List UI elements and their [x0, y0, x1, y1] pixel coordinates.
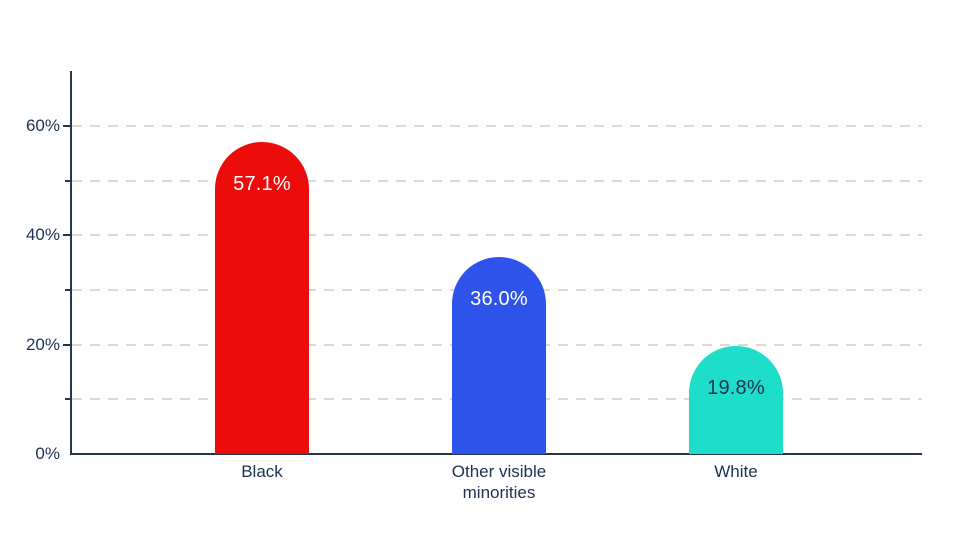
y-minor-tick	[65, 289, 70, 291]
gridline-50pct	[72, 179, 922, 182]
y-major-tick	[63, 343, 70, 346]
x-axis-line	[70, 453, 922, 455]
y-major-tick	[63, 234, 70, 237]
category-label: Other visible minorities	[451, 462, 547, 502]
y-tick-label: 60%	[25, 116, 60, 135]
bar-white: 19.8%	[689, 345, 783, 454]
category-label: Black	[241, 462, 283, 481]
y-minor-tick	[65, 398, 70, 401]
bar-value-label: 57.1%	[233, 172, 291, 195]
y-major-tick	[63, 125, 70, 127]
gridline-40pct	[72, 234, 922, 237]
y-tick-label: 20%	[25, 334, 60, 354]
bar-value-label: 19.8%	[707, 376, 765, 399]
y-tick-label: 0%	[35, 444, 60, 463]
y-minor-tick	[65, 179, 70, 182]
y-axis-line	[70, 71, 72, 454]
bar-value-label: 36.0%	[470, 288, 528, 311]
bar-black: 57.1%	[215, 141, 309, 454]
bar-other-visible-minorities: 36.0%	[452, 257, 546, 454]
category-label: White	[714, 462, 758, 481]
y-tick-label: 40%	[25, 225, 60, 245]
gridline-60pct	[72, 125, 922, 127]
